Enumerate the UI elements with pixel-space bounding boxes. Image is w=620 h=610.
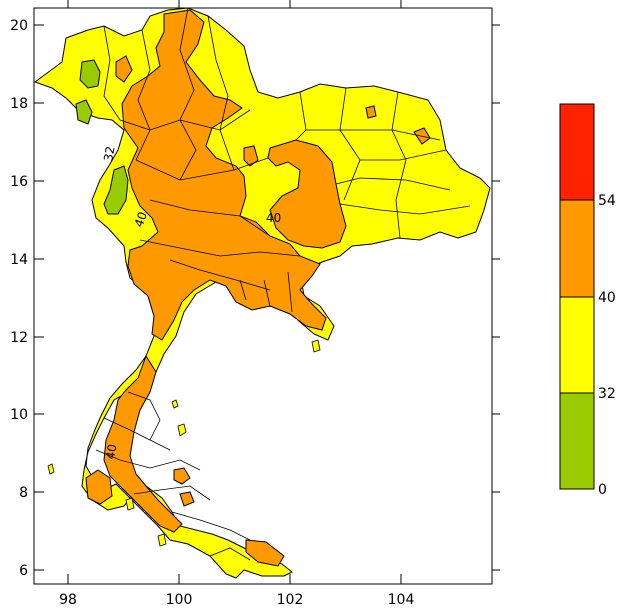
legend-colorbar xyxy=(559,103,595,490)
legend-label-32: 32 xyxy=(598,386,616,402)
legend-label-0: 0 xyxy=(598,482,607,498)
orange-zone-southwest-coast xyxy=(85,469,113,505)
y-tick-label: 14 xyxy=(10,252,28,268)
legend-swatch-green xyxy=(559,392,595,490)
orange-spot-south-2 xyxy=(179,491,195,507)
orange-spot-northeast-2 xyxy=(365,105,377,119)
orange-zone-east xyxy=(267,139,347,249)
legend-label-40: 40 xyxy=(598,290,616,306)
x-axis xyxy=(67,0,402,584)
contour-label-40-east: 40 xyxy=(266,211,281,225)
green-zone-north-1 xyxy=(79,59,101,89)
contour-label-40-west: 40 xyxy=(132,210,150,229)
y-tick-label: 10 xyxy=(10,407,28,423)
province-boundaries xyxy=(95,7,471,561)
y-tick-label: 8 xyxy=(19,485,28,501)
green-zone-north-2 xyxy=(75,99,93,125)
y-tick-label: 20 xyxy=(10,18,28,34)
orange-zone-south-tip xyxy=(245,539,285,567)
y-tick-label: 16 xyxy=(10,174,28,190)
contour-label-32: 32 xyxy=(101,145,117,162)
green-zone-west xyxy=(103,165,129,215)
y-tick-label: 18 xyxy=(10,96,28,112)
legend-swatch-red xyxy=(559,103,595,201)
y-tick-label: 12 xyxy=(10,330,28,346)
y-axis xyxy=(34,24,500,571)
orange-spot-south xyxy=(173,467,191,485)
x-tick-label: 100 xyxy=(166,592,193,608)
orange-zone-south xyxy=(103,354,183,533)
contour-label-40-south: 40 xyxy=(103,443,119,460)
legend-swatch-yellow xyxy=(559,296,595,394)
orange-spot-north xyxy=(115,55,133,83)
islands xyxy=(47,339,321,547)
x-tick-label: 102 xyxy=(277,592,304,608)
legend-label-54: 54 xyxy=(598,193,616,209)
y-tick-label: 6 xyxy=(19,563,28,579)
x-tick-label: 98 xyxy=(59,592,77,608)
x-tick-label: 104 xyxy=(388,592,415,608)
legend-swatch-orange xyxy=(559,199,595,298)
